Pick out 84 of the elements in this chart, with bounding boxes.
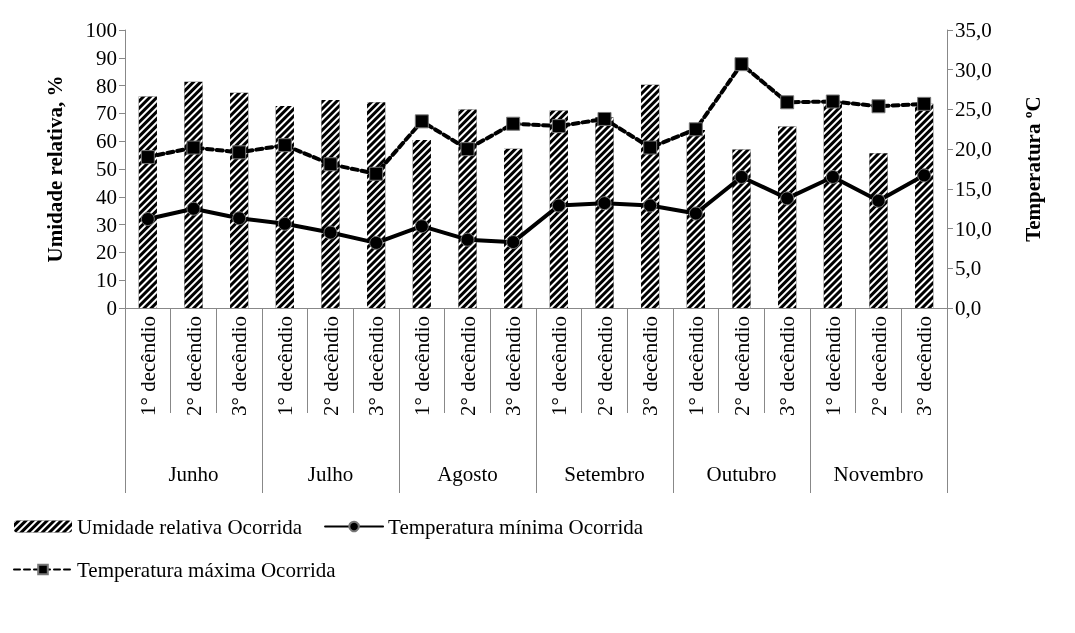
y-tick-label: 70 <box>96 101 117 126</box>
point <box>369 235 384 250</box>
point <box>825 169 840 184</box>
point <box>597 111 612 126</box>
point <box>643 140 658 155</box>
y2-tick-label: 10,0 <box>955 216 992 241</box>
point <box>643 198 658 213</box>
point <box>825 94 840 109</box>
text: Agosto <box>437 461 498 486</box>
y-axis-title: Umidade relativa, % <box>42 75 67 263</box>
x-tick-label: 2° decêndio <box>318 316 343 416</box>
point <box>186 140 201 155</box>
text: Novembro <box>833 461 924 486</box>
x-tick-label: 1° decêndio <box>683 316 708 416</box>
point <box>460 142 475 157</box>
y-tick-label: 0 <box>106 296 117 320</box>
y-tick-label: 60 <box>96 129 117 154</box>
point <box>688 206 703 221</box>
x-tick-label: 1° decêndio <box>135 316 160 416</box>
x-tick-label: 2° decêndio <box>455 316 480 416</box>
point <box>506 116 521 131</box>
y2-tick-label: 25,0 <box>955 97 992 122</box>
y-tick-label: 50 <box>96 157 117 181</box>
y-tick-label: 30 <box>96 212 117 237</box>
legend-label: Temperatura mínima Ocorrida <box>388 514 644 539</box>
x-tick-label: 2° decêndio <box>181 316 206 416</box>
x-tick-label: 3° decêndio <box>775 316 800 416</box>
text: Outubro <box>706 461 777 486</box>
point <box>186 201 201 216</box>
x-tick-label: 1° decêndio <box>546 316 571 416</box>
text: Julho <box>307 461 354 486</box>
point <box>780 95 795 110</box>
y2-tick-label: 30,0 <box>955 57 992 82</box>
point <box>232 145 247 160</box>
point <box>140 212 155 227</box>
point <box>506 235 521 250</box>
x-tick-label: 2° decêndio <box>729 316 754 416</box>
y-tick-label: 80 <box>96 73 117 98</box>
point <box>551 119 566 134</box>
x-tick-label: 3° decêndio <box>638 316 663 416</box>
x-tick-label: 3° decêndio <box>227 316 252 416</box>
point <box>871 193 886 208</box>
x-tick-label: 3° decêndio <box>364 316 389 416</box>
y2-tick-label: 20,0 <box>955 137 992 162</box>
x-tick-label: 1° decêndio <box>272 316 297 416</box>
point <box>414 114 429 129</box>
y-tick-label: 20 <box>96 240 117 265</box>
point <box>414 219 429 234</box>
point <box>688 122 703 137</box>
legend-label: Umidade relativa Ocorrida <box>77 514 303 539</box>
point <box>277 138 292 153</box>
point <box>369 166 384 181</box>
point <box>323 225 338 240</box>
point <box>734 57 749 72</box>
y2-tick-label: 15,0 <box>955 176 992 201</box>
y-tick-label: 40 <box>96 184 117 209</box>
point <box>597 196 612 211</box>
point <box>232 211 247 226</box>
point <box>917 168 932 183</box>
point <box>734 169 749 184</box>
x-tick-label: 1° decêndio <box>820 316 845 416</box>
x-tick-label: 2° decêndio <box>866 316 891 416</box>
text: Junho <box>168 461 219 486</box>
point <box>780 191 795 206</box>
point <box>871 99 886 114</box>
y-tick-label: 100 <box>85 18 117 42</box>
legend-label: Temperatura máxima Ocorrida <box>77 557 337 582</box>
x-tick-label: 3° decêndio <box>501 316 526 416</box>
y-tick-label: 10 <box>96 268 117 293</box>
y2-tick-label: 0,0 <box>955 296 982 320</box>
y-tick-label: 90 <box>96 45 117 70</box>
text: Setembro <box>564 461 645 486</box>
y2-axis-title: Temperatura ºC <box>1020 96 1045 242</box>
point <box>551 198 566 213</box>
x-tick-label: 2° decêndio <box>592 316 617 416</box>
point <box>140 150 155 165</box>
point <box>917 96 932 111</box>
point <box>460 232 475 247</box>
y2-tick-label: 5,0 <box>955 256 982 281</box>
point <box>277 216 292 231</box>
x-tick-label: 3° decêndio <box>912 316 937 416</box>
x-tick-label: 1° decêndio <box>409 316 434 416</box>
y2-tick-label: 35,0 <box>955 18 992 42</box>
point <box>323 157 338 172</box>
